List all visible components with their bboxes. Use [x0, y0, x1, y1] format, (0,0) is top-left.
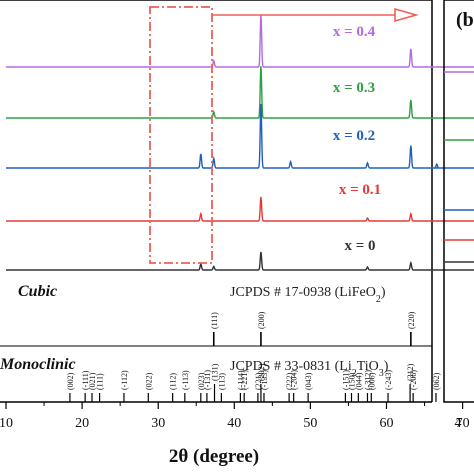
- cubic-hkl-label-0: (111): [210, 312, 219, 329]
- series-line-2: [6, 104, 474, 168]
- x-tick-label-3: 40: [227, 416, 241, 431]
- cubic-card-subscript: 2: [376, 294, 381, 305]
- cubic-card-label: JCPDS # 17-0938 (LiFeO2): [230, 285, 386, 305]
- monoclinic-phase-label: Monoclinic: [0, 356, 76, 373]
- cubic-phase-label: Cubic: [18, 283, 57, 300]
- zoom-arrow-head: [395, 9, 416, 21]
- panel-b-preview: (b 4: [444, 0, 474, 431]
- series-label-3: x = 0.1: [339, 182, 381, 198]
- x-tick-label-0: 10: [0, 416, 13, 431]
- series-line-1: [6, 66, 474, 118]
- panel-b-tick-label: 4: [455, 416, 462, 431]
- x-axis-title: 2θ (degree): [169, 446, 259, 467]
- mono-hkl-label-13: (-221): [240, 370, 249, 390]
- plot-area: [0, 0, 432, 402]
- series-label-1: x = 0.3: [333, 80, 375, 96]
- mono-hkl-label-24: (006): [367, 372, 376, 390]
- mono-hkl-label-28: (062): [432, 372, 441, 390]
- series-line-0: [6, 15, 474, 67]
- mono-hkl-label-22: (044): [354, 372, 363, 390]
- mono-hkl-label-16: (-133): [260, 370, 269, 390]
- reference-patterns: Cubic JCPDS # 17-0938 (LiFeO2) (111) (200) (…: [0, 283, 441, 402]
- x-tick-label-4: 50: [303, 416, 317, 431]
- mono-hkl-label-6: (112): [169, 373, 178, 390]
- x-tick-label-1: 20: [75, 416, 89, 431]
- mono-hkl-label-0: (002): [66, 372, 75, 390]
- highlight-box: [150, 7, 212, 263]
- cubic-hkl-label-2: (220): [407, 311, 416, 329]
- series-label-4: x = 0: [344, 238, 375, 254]
- mono-hkl-label-11: (113): [217, 373, 226, 390]
- series-label-2: x = 0.2: [333, 128, 375, 144]
- pattern-series: x = 0.4 x = 0.3 x = 0.2 x = 0.1 x = 0: [6, 7, 474, 270]
- mono-hkl-label-5: (022): [144, 372, 153, 390]
- panel-b-frame: [444, 0, 474, 402]
- mono-hkl-label-19: (043): [304, 372, 313, 390]
- mono-hkl-label-18: (-204): [290, 370, 299, 390]
- series-line-3: [6, 197, 474, 221]
- panel-b-label: (b: [456, 9, 474, 31]
- cubic-hkl-label-1: (200): [257, 311, 266, 329]
- x-tick-label-5: 60: [380, 416, 394, 431]
- series-line-4: [6, 252, 474, 270]
- mono-hkl-label-7: (-113): [181, 370, 190, 390]
- mono-hkl-label-3: (111): [96, 373, 105, 390]
- x-tick-label-2: 30: [151, 416, 165, 431]
- series-label-0: x = 0.4: [333, 24, 376, 40]
- mono-hkl-label-4: (-112): [120, 370, 129, 390]
- mono-hkl-label-27: (-206): [409, 370, 418, 390]
- mono-hkl-label-25: (-243): [384, 370, 393, 390]
